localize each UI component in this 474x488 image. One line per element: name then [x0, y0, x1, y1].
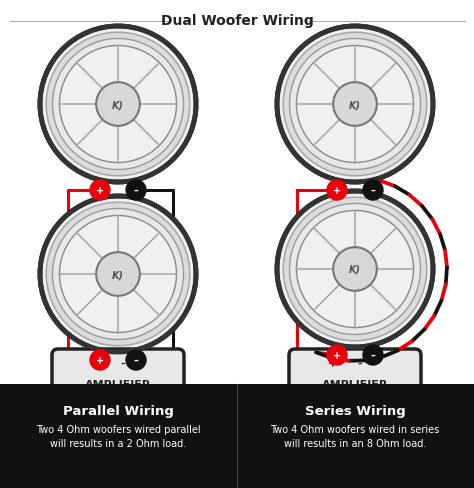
Circle shape — [290, 40, 420, 170]
Text: +: + — [91, 358, 100, 368]
Text: K): K) — [112, 269, 124, 280]
Text: Two 4 Ohm woofers wired in series
will results in an 8 Ohm load.: Two 4 Ohm woofers wired in series will r… — [270, 424, 439, 448]
Text: -: - — [358, 358, 362, 368]
Circle shape — [283, 198, 427, 341]
FancyBboxPatch shape — [289, 349, 421, 409]
Text: Two 4 Ohm woofers wired parallel
will results in a 2 Ohm load.: Two 4 Ohm woofers wired parallel will re… — [36, 424, 201, 448]
Text: +: + — [333, 185, 341, 196]
Circle shape — [40, 27, 196, 183]
Circle shape — [46, 33, 190, 176]
Circle shape — [297, 211, 413, 328]
Circle shape — [333, 83, 377, 126]
Text: Series Wiring: Series Wiring — [305, 404, 405, 417]
Circle shape — [90, 350, 110, 370]
Text: –: – — [371, 350, 375, 360]
Circle shape — [40, 197, 196, 352]
Circle shape — [277, 27, 433, 183]
Text: K): K) — [349, 264, 361, 274]
Text: Dual Woofer Wiring: Dual Woofer Wiring — [161, 14, 313, 28]
Circle shape — [60, 46, 176, 163]
Circle shape — [53, 209, 183, 340]
Circle shape — [363, 346, 383, 365]
Circle shape — [327, 181, 347, 201]
Bar — [0, 384, 474, 488]
Circle shape — [46, 203, 190, 346]
FancyBboxPatch shape — [52, 349, 184, 409]
Circle shape — [90, 181, 110, 201]
Text: –: – — [134, 355, 138, 365]
Circle shape — [290, 204, 420, 335]
Text: K): K) — [112, 100, 124, 110]
Text: +: + — [96, 355, 104, 365]
Circle shape — [297, 46, 413, 163]
Text: +: + — [328, 358, 337, 368]
Text: –: – — [371, 185, 375, 196]
Circle shape — [277, 192, 433, 347]
Circle shape — [363, 181, 383, 201]
Circle shape — [333, 247, 377, 291]
Circle shape — [53, 40, 183, 170]
Circle shape — [126, 350, 146, 370]
Text: AMPLIFIER: AMPLIFIER — [322, 379, 388, 389]
Circle shape — [96, 253, 140, 296]
Text: +: + — [96, 185, 104, 196]
Text: AMPLIFIER: AMPLIFIER — [85, 379, 151, 389]
Text: +: + — [333, 350, 341, 360]
Circle shape — [327, 346, 347, 365]
Circle shape — [283, 33, 427, 176]
Text: K): K) — [349, 100, 361, 110]
Text: –: – — [134, 185, 138, 196]
Text: Parallel Wiring: Parallel Wiring — [63, 404, 173, 417]
Circle shape — [96, 83, 140, 126]
Text: -: - — [121, 358, 125, 368]
Circle shape — [60, 216, 176, 333]
Circle shape — [126, 181, 146, 201]
